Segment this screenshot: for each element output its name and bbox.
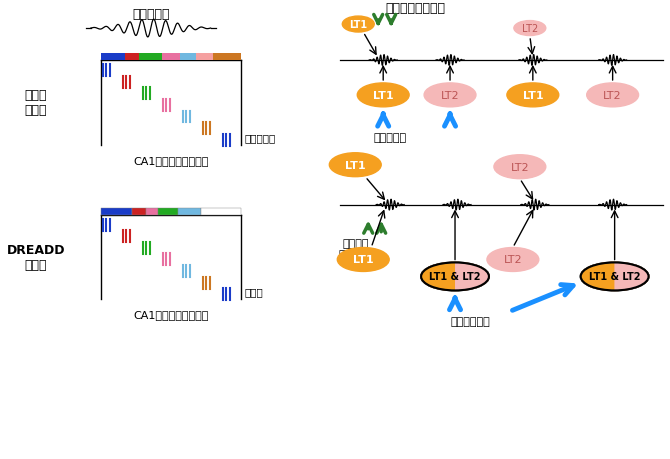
Text: LT1: LT1	[523, 91, 543, 101]
Text: CA1ニューロンの再生: CA1ニューロンの再生	[133, 156, 208, 165]
PathPatch shape	[421, 263, 455, 291]
Text: 正確に再生: 正確に再生	[245, 133, 276, 142]
Ellipse shape	[424, 84, 476, 107]
Ellipse shape	[514, 22, 546, 36]
Text: LT1 & LT2: LT1 & LT2	[589, 272, 641, 282]
Text: LT2: LT2	[511, 162, 529, 172]
Ellipse shape	[421, 263, 489, 291]
Ellipse shape	[421, 263, 489, 291]
Text: LT1: LT1	[353, 255, 374, 265]
Ellipse shape	[487, 248, 539, 272]
Text: LT2: LT2	[522, 24, 538, 34]
Bar	[131, 208, 145, 215]
Ellipse shape	[330, 153, 381, 177]
Text: LT1: LT1	[373, 91, 393, 101]
Text: CA1ニューロンの再生: CA1ニューロンの再生	[133, 310, 208, 319]
Ellipse shape	[507, 84, 559, 107]
Bar	[212, 54, 241, 61]
Bar	[162, 54, 180, 61]
Text: LT2: LT2	[441, 91, 460, 101]
Bar	[139, 54, 162, 61]
Text: LT2: LT2	[603, 91, 622, 101]
Text: DREADD
マウス: DREADD マウス	[7, 243, 65, 271]
Text: 対照群
マウス: 対照群 マウス	[25, 89, 48, 117]
Ellipse shape	[581, 263, 649, 291]
Bar	[180, 54, 196, 61]
Text: 正確なタイミング: 正確なタイミング	[385, 1, 445, 15]
Bar	[202, 208, 241, 215]
Ellipse shape	[581, 263, 649, 291]
Ellipse shape	[581, 263, 649, 291]
Bar	[178, 208, 202, 215]
Ellipse shape	[587, 84, 639, 107]
Text: 正確な情報: 正確な情報	[374, 133, 407, 142]
Text: LT2: LT2	[504, 255, 522, 265]
Bar	[101, 54, 125, 61]
Ellipse shape	[494, 156, 546, 179]
Ellipse shape	[357, 84, 409, 107]
Ellipse shape	[337, 248, 389, 272]
Text: リップル波: リップル波	[132, 7, 170, 21]
Bar	[145, 208, 158, 215]
Text: LT1: LT1	[345, 160, 366, 170]
Text: 不正確な
タイミング: 不正確な タイミング	[339, 238, 372, 260]
Text: LT1 & LT2: LT1 & LT2	[429, 272, 481, 282]
Ellipse shape	[342, 17, 375, 33]
Text: 不正確な情報: 不正確な情報	[450, 317, 490, 327]
PathPatch shape	[614, 263, 649, 291]
Ellipse shape	[421, 263, 489, 291]
Bar	[196, 54, 212, 61]
Bar	[158, 208, 178, 215]
Bar	[101, 208, 131, 215]
Text: 不正確: 不正確	[245, 287, 263, 297]
PathPatch shape	[455, 263, 489, 291]
Text: LT1: LT1	[349, 20, 367, 30]
Bar	[125, 54, 139, 61]
PathPatch shape	[581, 263, 614, 291]
